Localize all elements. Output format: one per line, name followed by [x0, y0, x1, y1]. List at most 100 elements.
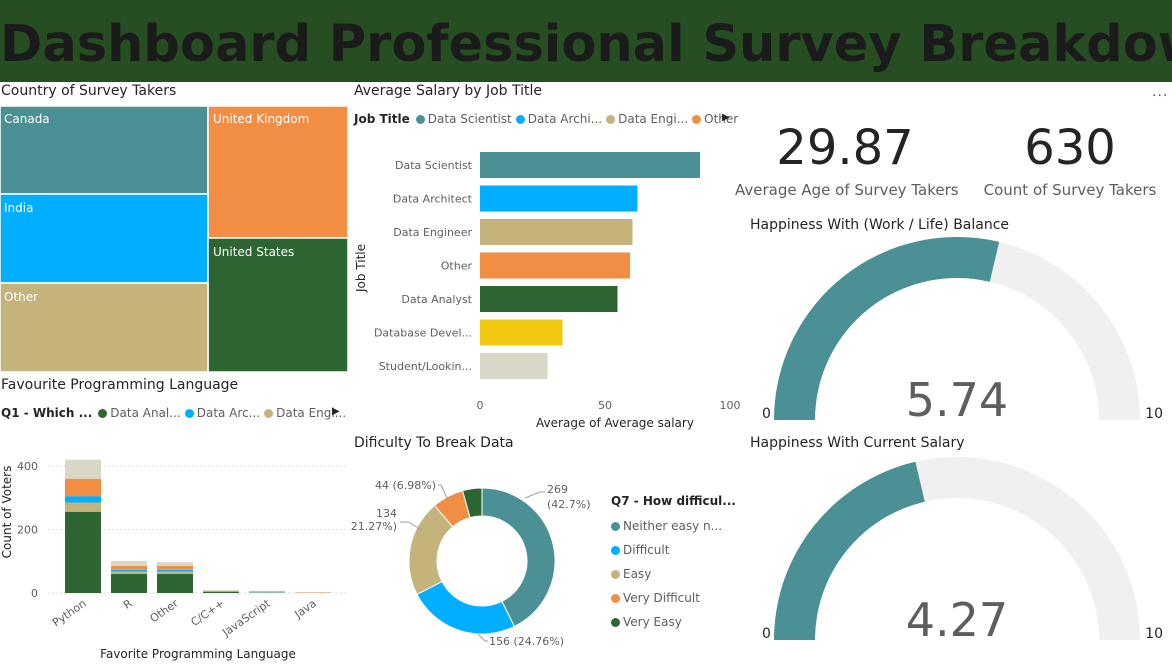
legend-dot-icon: [98, 408, 108, 418]
y-tick-label: 0: [31, 587, 38, 600]
stacked-bar-segment[interactable]: [111, 571, 147, 574]
gauge-min-label: 0: [762, 406, 771, 422]
treemap-tile-other[interactable]: [0, 282, 209, 373]
treemap-tile-canada[interactable]: [0, 106, 209, 195]
y-tick-label: 200: [17, 524, 38, 537]
treemap-tile-uk[interactable]: [207, 106, 349, 239]
treemap-tile-us[interactable]: [207, 237, 349, 373]
stacked-bar-segment[interactable]: [157, 569, 193, 572]
gauge-max-label: 10: [1145, 406, 1163, 422]
stacked-bar-segment[interactable]: [249, 590, 285, 592]
treemap-title: Country of Survey Takers: [1, 83, 177, 99]
language-title: Favourite Programming Language: [1, 377, 239, 393]
language-legend-item[interactable]: Data Anal...: [98, 406, 181, 420]
treemap-chart: Canada United Kingdom India United State…: [0, 106, 349, 373]
difficulty-legend-item[interactable]: Very Easy: [611, 610, 722, 634]
donut-slice[interactable]: [461, 487, 483, 519]
language-legend-item[interactable]: Data Arc...: [184, 406, 261, 420]
salary-legend-item[interactable]: Other: [692, 112, 738, 126]
stacked-bar-segment[interactable]: [203, 590, 239, 591]
salary-bar[interactable]: [480, 185, 638, 212]
difficulty-legend-label: Easy: [623, 567, 652, 581]
dashboard-title: Dashboard Professional Survey Breakdown: [0, 15, 1172, 74]
stacked-bar-segment[interactable]: [157, 562, 193, 567]
x-tick-label: R: [121, 597, 135, 612]
avg-age-label: Average Age of Survey Takers: [735, 181, 959, 199]
difficulty-donut-chart: 269 (42.7%) 156 (24.76%) 134(21.27%) 44 (6.9…: [350, 479, 591, 648]
stacked-bar-segment[interactable]: [249, 592, 285, 593]
stacked-bar-segment[interactable]: [157, 573, 193, 593]
stacked-bar-segment[interactable]: [65, 502, 101, 512]
salary-legend-label: Other: [704, 112, 739, 126]
y-tick-label: 400: [17, 460, 38, 473]
difficulty-legend-item[interactable]: Difficult: [611, 538, 722, 562]
stacked-bar-segment[interactable]: [65, 459, 101, 479]
language-legend-label: Data Arc...: [196, 406, 261, 420]
legend-dot-icon: [611, 521, 620, 531]
difficulty-legend-item[interactable]: Easy: [611, 562, 722, 586]
salary-legend-item[interactable]: Data Scientist: [415, 112, 512, 126]
language-legend-title: Q1 - Which ...: [1, 406, 93, 420]
salary-bar[interactable]: [480, 252, 630, 279]
stacked-bar-segment[interactable]: [111, 573, 147, 593]
legend-dot-icon: [611, 545, 620, 555]
y-tick-label: Other: [441, 260, 473, 273]
count-label: Count of Survey Takers: [983, 181, 1157, 199]
stacked-bar-segment[interactable]: [157, 566, 193, 570]
salary-bar[interactable]: [480, 286, 618, 312]
salary-legend-item[interactable]: Data Archi...: [515, 112, 602, 126]
difficulty-legend-label: Difficult: [623, 543, 670, 557]
header-bar: [0, 0, 1172, 82]
difficulty-legend-label: Neither easy n...: [623, 519, 723, 533]
count-value: 630: [1024, 120, 1116, 176]
stacked-bar-segment[interactable]: [65, 496, 101, 503]
more-options-icon[interactable]: ...: [1152, 84, 1169, 100]
difficulty-legend-label: Very Easy: [623, 615, 682, 629]
stacked-bar-segment[interactable]: [65, 478, 101, 497]
donut-data-label: 156 (24.76%): [489, 635, 564, 648]
salary-bar[interactable]: [480, 319, 563, 346]
donut-data-label: (21.27%): [350, 520, 397, 533]
stacked-bar-segment[interactable]: [65, 511, 101, 593]
gauge-max-label: 10: [1145, 626, 1163, 642]
treemap-label-india: India: [4, 201, 33, 215]
treemap-label-canada: Canada: [4, 112, 50, 126]
difficulty-legend-item[interactable]: Neither easy n...: [611, 514, 722, 538]
salary-bar[interactable]: [480, 353, 548, 379]
salary-legend-label: Data Scientist: [427, 112, 512, 126]
stacked-bar-segment[interactable]: [157, 571, 193, 574]
legend-next-arrow-icon[interactable]: ▶: [332, 406, 340, 417]
y-tick-label: Data Scientist: [395, 159, 473, 172]
salary-legend-item[interactable]: Data Engi...: [606, 112, 688, 126]
x-tick-label: 0: [477, 399, 484, 412]
salary-bar[interactable]: [480, 219, 633, 245]
stacked-bar-segment[interactable]: [203, 591, 239, 593]
donut-data-label: 134: [376, 507, 397, 520]
y-tick-label: Data Analyst: [401, 293, 472, 306]
donut-slice[interactable]: [416, 580, 515, 635]
difficulty-legend-item[interactable]: Very Difficult: [611, 586, 722, 610]
stacked-bar-segment[interactable]: [249, 591, 285, 593]
stacked-bar-segment[interactable]: [111, 566, 147, 570]
language-legend-label: Data Engi...: [276, 406, 347, 420]
x-tick-label: Other: [148, 597, 181, 626]
language-stacked-chart: 0 200 400 Python R Other C/C++JavaScript Java Fa…: [0, 459, 348, 661]
leader-line: [400, 521, 423, 531]
x-tick-label: C/C++: [189, 597, 227, 629]
donut-slice[interactable]: [481, 487, 556, 628]
language-legend-item[interactable]: Data Engi...: [264, 406, 346, 420]
gauge-min-label: 0: [762, 626, 771, 642]
x-tick-label: 100: [720, 399, 741, 412]
legend-dot-icon: [184, 408, 194, 418]
stacked-bar-segment[interactable]: [111, 560, 147, 567]
legend-dot-icon: [415, 114, 425, 124]
treemap-label-uk: United Kingdom: [213, 112, 309, 126]
stacked-bar-segment[interactable]: [111, 569, 147, 572]
avg-age-value: 29.87: [776, 120, 914, 176]
gauge-salary-title: Happiness With Current Salary: [750, 435, 965, 451]
legend-next-arrow-icon[interactable]: ▶: [722, 112, 730, 123]
donut-data-label: (42.7%): [547, 498, 591, 511]
x-tick-label: Java: [291, 597, 318, 622]
leader-line: [477, 633, 488, 642]
salary-bar[interactable]: [480, 152, 700, 178]
